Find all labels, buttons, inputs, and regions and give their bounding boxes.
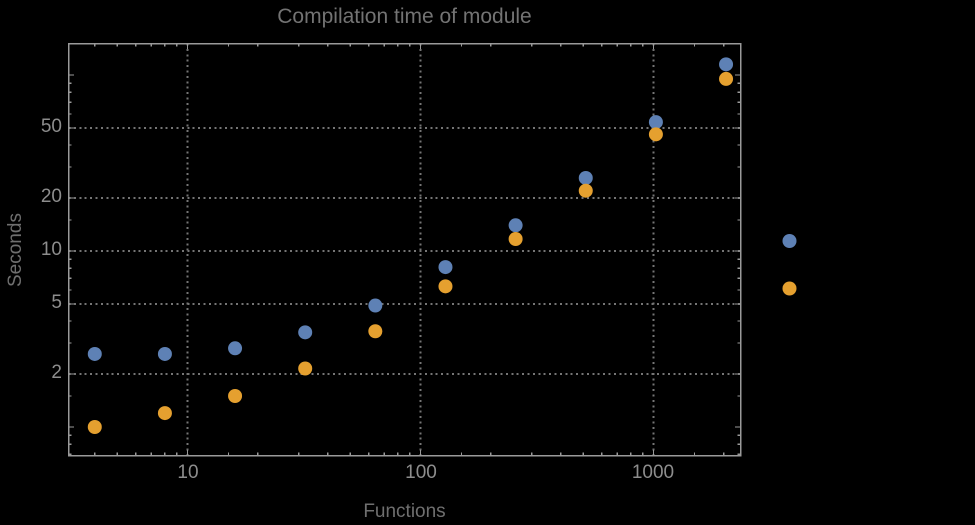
chart-title: Compilation time of module	[277, 5, 532, 28]
y-tick-label-10: 10	[40, 239, 62, 260]
data-point-series-1-blue	[368, 298, 383, 313]
data-point-series-2-orange	[228, 389, 243, 404]
x-tick-label-1000: 1000	[631, 462, 675, 483]
x-axis-label: Functions	[363, 501, 446, 522]
data-point-series-2-orange	[438, 279, 453, 294]
y-tick-label-5: 5	[51, 292, 62, 313]
x-tick-label-10: 10	[177, 462, 199, 483]
data-point-series-2-orange	[508, 231, 523, 246]
x-tick-label-100: 100	[405, 462, 437, 483]
data-point-series-2-orange	[157, 406, 172, 421]
data-point-series-1-blue	[719, 57, 734, 72]
data-point-series-1-blue	[508, 218, 523, 233]
data-point-series-1-blue	[438, 260, 453, 275]
data-point-series-2-orange	[298, 361, 313, 376]
data-point-series-2-orange	[578, 183, 593, 198]
legend-marker-1	[782, 234, 797, 248]
data-point-series-2-orange	[648, 127, 663, 142]
y-tick-label-2: 2	[51, 362, 62, 383]
y-tick-label-50: 50	[40, 116, 62, 137]
data-point-series-1-blue	[157, 346, 172, 361]
legend-marker-2	[782, 281, 797, 296]
data-point-series-1-blue	[648, 115, 663, 130]
data-point-series-2-orange	[368, 324, 383, 339]
data-point-series-1-blue	[298, 325, 313, 340]
data-point-series-2-orange	[719, 71, 734, 86]
plot-frame	[67, 42, 742, 457]
data-point-series-1-blue	[87, 346, 102, 361]
data-point-series-2-orange	[87, 420, 102, 434]
y-tick-label-20: 20	[40, 186, 62, 207]
data-point-series-1-blue	[578, 170, 593, 185]
data-point-series-1-blue	[228, 341, 243, 356]
